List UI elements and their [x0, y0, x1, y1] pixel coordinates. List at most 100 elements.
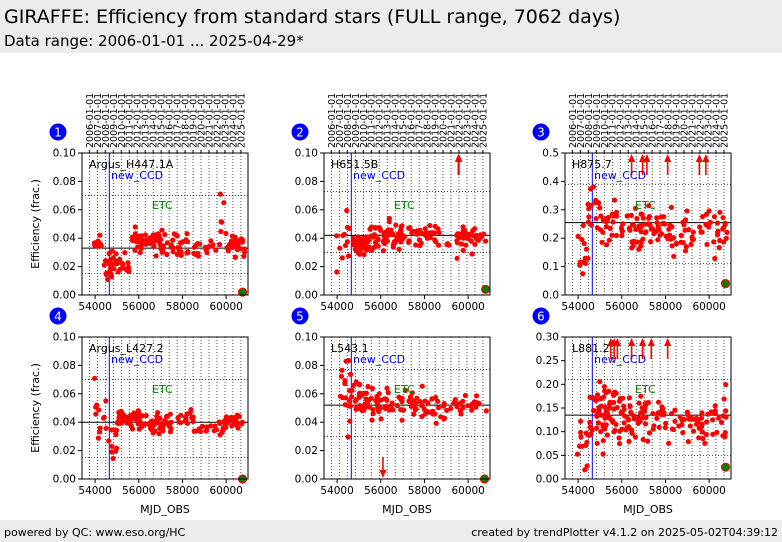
- data-point: [352, 398, 358, 404]
- date-tick-label: 2008-01-01: [343, 93, 354, 148]
- data-point: [606, 405, 613, 411]
- data-point: [425, 400, 431, 406]
- data-point: [375, 236, 381, 242]
- new-ccd-label: new_CCD: [594, 169, 646, 182]
- date-tick-label: 2024-01-01: [711, 93, 722, 148]
- data-point: [111, 266, 117, 272]
- data-point: [109, 443, 115, 449]
- data-point: [221, 200, 227, 206]
- x-tick-label: 58000: [166, 485, 199, 497]
- footer-powered-by: powered by QC: www.eso.org/HC: [4, 526, 186, 539]
- date-tick-label: 2013-01-01: [383, 93, 394, 148]
- data-point: [581, 240, 587, 247]
- data-point: [190, 414, 196, 420]
- data-point: [638, 239, 645, 245]
- y-tick-label: 0.04: [295, 233, 319, 245]
- data-point: [611, 406, 617, 412]
- date-tick-label: 2016-01-01: [165, 93, 176, 148]
- panel-3: 0.0 0.1 0.2 0.3 0.4 0.5 54000 56000 58000 60000 20…: [532, 93, 732, 313]
- data-point: [170, 245, 176, 251]
- data-point: [441, 403, 447, 409]
- data-point: [642, 230, 648, 236]
- y-tick-label: 0.06: [53, 204, 77, 216]
- date-tick-label: 2020-01-01: [197, 93, 208, 148]
- data-point: [235, 425, 241, 431]
- data-point: [378, 416, 384, 422]
- etc-label: ETC: [635, 199, 656, 212]
- data-point: [136, 410, 142, 416]
- data-point: [717, 237, 723, 244]
- data-point: [184, 411, 190, 417]
- latest-point: [481, 284, 491, 294]
- plot-frame: [323, 152, 491, 296]
- x-tick-label: 54000: [78, 485, 111, 497]
- data-point: [359, 392, 365, 398]
- data-point: [624, 213, 630, 219]
- data-points: [91, 191, 248, 283]
- data-point: [204, 250, 210, 256]
- data-point: [386, 219, 392, 225]
- data-point: [598, 213, 604, 219]
- data-point: [660, 221, 666, 227]
- data-point: [223, 230, 229, 237]
- data-point: [635, 420, 641, 426]
- data-point: [204, 424, 210, 430]
- data-point: [586, 214, 592, 220]
- data-point: [120, 262, 126, 268]
- y-tick-label: 0.10: [295, 332, 318, 344]
- date-tick-label: 2007-01-01: [93, 93, 104, 148]
- data-point: [658, 411, 664, 417]
- data-point: [155, 231, 161, 237]
- data-point: [700, 435, 706, 442]
- x-tick-label: 54000: [561, 301, 594, 313]
- data-point: [650, 411, 656, 417]
- data-points: [337, 358, 489, 440]
- data-point: [645, 399, 652, 406]
- data-point: [164, 251, 170, 258]
- new-ccd-label: new_CCD: [594, 353, 646, 366]
- data-point: [357, 242, 363, 249]
- data-point: [190, 418, 196, 424]
- panel-badge-number: 5: [296, 310, 304, 324]
- data-point: [606, 415, 612, 421]
- panel-badge-number: 2: [296, 126, 304, 140]
- data-point: [435, 226, 441, 232]
- data-point: [132, 247, 138, 253]
- data-point: [105, 276, 111, 283]
- data-point: [232, 254, 238, 260]
- data-point: [642, 421, 649, 427]
- data-point: [636, 400, 642, 406]
- data-point: [407, 394, 414, 400]
- data-point: [584, 439, 590, 445]
- date-tick-label: 2022-01-01: [695, 93, 706, 148]
- data-point: [650, 426, 656, 432]
- x-tick-label: 54000: [320, 301, 353, 313]
- data-point: [198, 428, 204, 435]
- data-point: [174, 233, 180, 239]
- data-point: [239, 239, 245, 245]
- y-tick-label: 0.00: [53, 290, 76, 302]
- data-point: [575, 233, 581, 239]
- data-point: [710, 417, 716, 423]
- data-point: [585, 255, 591, 261]
- data-point: [446, 242, 452, 248]
- data-point: [143, 413, 149, 419]
- date-tick-label: 2023-01-01: [462, 93, 473, 148]
- data-point: [700, 214, 706, 220]
- data-point: [702, 440, 708, 446]
- data-point: [406, 398, 412, 404]
- data-point: [613, 232, 620, 239]
- x-tick-label: 60000: [451, 301, 484, 313]
- data-point: [346, 253, 352, 259]
- data-point: [390, 407, 396, 413]
- data-point: [383, 404, 390, 410]
- data-point: [651, 231, 657, 237]
- data-point: [106, 438, 112, 444]
- data-point: [149, 418, 155, 424]
- data-point: [191, 244, 198, 250]
- date-tick-label: 2023-01-01: [703, 93, 714, 148]
- data-point: [633, 226, 639, 232]
- data-point: [176, 245, 183, 251]
- data-point: [638, 410, 644, 416]
- x-tick-label: 60000: [209, 485, 242, 497]
